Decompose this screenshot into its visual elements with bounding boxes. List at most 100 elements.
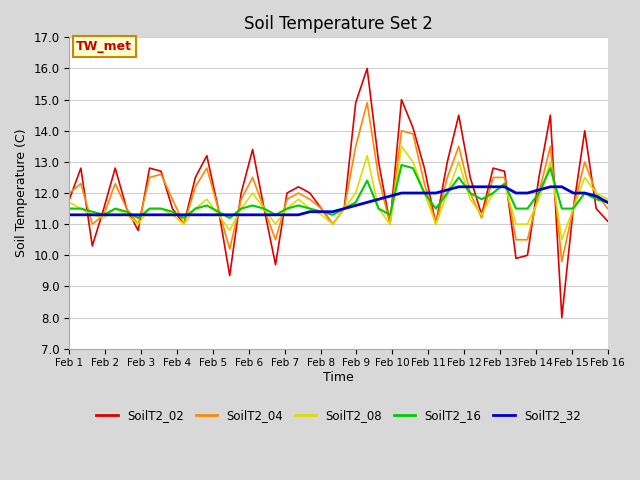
SoilT2_32	[455, 184, 463, 190]
SoilT2_16	[191, 206, 199, 212]
SoilT2_04	[283, 196, 291, 202]
SoilT2_02	[146, 165, 154, 171]
Legend: SoilT2_02, SoilT2_04, SoilT2_08, SoilT2_16, SoilT2_32: SoilT2_02, SoilT2_04, SoilT2_08, SoilT2_…	[92, 405, 586, 427]
SoilT2_16	[100, 212, 108, 218]
SoilT2_08	[272, 221, 280, 227]
SoilT2_08	[100, 215, 108, 221]
Line: SoilT2_02: SoilT2_02	[69, 69, 607, 318]
SoilT2_16	[489, 190, 497, 196]
SoilT2_08	[306, 206, 314, 212]
SoilT2_04	[146, 175, 154, 180]
SoilT2_08	[593, 190, 600, 196]
SoilT2_08	[157, 206, 165, 212]
SoilT2_16	[524, 206, 531, 212]
SoilT2_08	[524, 221, 531, 227]
SoilT2_04	[512, 237, 520, 242]
SoilT2_02	[123, 206, 131, 212]
SoilT2_16	[593, 196, 600, 202]
SoilT2_16	[146, 206, 154, 212]
SoilT2_32	[397, 190, 405, 196]
SoilT2_16	[249, 203, 257, 208]
SoilT2_04	[489, 175, 497, 180]
SoilT2_16	[329, 212, 337, 218]
SoilT2_16	[340, 206, 348, 212]
Title: Soil Temperature Set 2: Soil Temperature Set 2	[244, 15, 433, 33]
SoilT2_04	[77, 181, 84, 187]
SoilT2_32	[203, 212, 211, 218]
Line: SoilT2_04: SoilT2_04	[69, 103, 607, 262]
SoilT2_32	[226, 212, 234, 218]
SoilT2_02	[203, 153, 211, 158]
SoilT2_02	[226, 273, 234, 278]
SoilT2_32	[180, 212, 188, 218]
SoilT2_02	[375, 159, 383, 165]
SoilT2_02	[593, 206, 600, 212]
SoilT2_04	[191, 184, 199, 190]
SoilT2_32	[340, 206, 348, 212]
SoilT2_08	[432, 221, 440, 227]
SoilT2_02	[444, 159, 451, 165]
SoilT2_04	[317, 206, 325, 212]
SoilT2_32	[593, 193, 600, 199]
SoilT2_02	[524, 252, 531, 258]
SoilT2_08	[444, 190, 451, 196]
SoilT2_04	[386, 221, 394, 227]
SoilT2_32	[294, 212, 302, 218]
SoilT2_08	[489, 190, 497, 196]
SoilT2_04	[558, 259, 566, 264]
SoilT2_04	[478, 215, 486, 221]
SoilT2_04	[260, 206, 268, 212]
SoilT2_04	[500, 175, 508, 180]
SoilT2_32	[306, 209, 314, 215]
SoilT2_32	[168, 212, 176, 218]
SoilT2_04	[111, 181, 119, 187]
SoilT2_04	[65, 190, 73, 196]
SoilT2_16	[317, 209, 325, 215]
SoilT2_04	[570, 206, 577, 212]
SoilT2_32	[65, 212, 73, 218]
SoilT2_16	[512, 206, 520, 212]
SoilT2_04	[352, 144, 360, 149]
SoilT2_32	[558, 184, 566, 190]
SoilT2_16	[123, 209, 131, 215]
SoilT2_32	[191, 212, 199, 218]
SoilT2_32	[88, 212, 96, 218]
Line: SoilT2_16: SoilT2_16	[69, 165, 607, 218]
Y-axis label: Soil Temperature (C): Soil Temperature (C)	[15, 129, 28, 257]
SoilT2_32	[77, 212, 84, 218]
SoilT2_04	[364, 100, 371, 106]
SoilT2_04	[226, 246, 234, 252]
SoilT2_16	[214, 209, 222, 215]
SoilT2_08	[77, 206, 84, 212]
SoilT2_16	[375, 206, 383, 212]
SoilT2_04	[249, 175, 257, 180]
SoilT2_02	[467, 175, 474, 180]
Line: SoilT2_08: SoilT2_08	[69, 146, 607, 240]
SoilT2_08	[340, 206, 348, 212]
SoilT2_08	[535, 196, 543, 202]
SoilT2_02	[409, 125, 417, 131]
SoilT2_08	[455, 159, 463, 165]
SoilT2_16	[294, 203, 302, 208]
SoilT2_16	[364, 178, 371, 183]
SoilT2_32	[329, 209, 337, 215]
SoilT2_16	[203, 203, 211, 208]
SoilT2_04	[214, 206, 222, 212]
SoilT2_16	[547, 165, 554, 171]
SoilT2_02	[134, 228, 142, 233]
SoilT2_02	[489, 165, 497, 171]
SoilT2_08	[214, 212, 222, 218]
SoilT2_16	[157, 206, 165, 212]
SoilT2_04	[593, 190, 600, 196]
SoilT2_32	[467, 184, 474, 190]
Line: SoilT2_32: SoilT2_32	[69, 187, 607, 215]
SoilT2_02	[168, 206, 176, 212]
SoilT2_16	[444, 190, 451, 196]
SoilT2_08	[65, 200, 73, 205]
SoilT2_02	[100, 206, 108, 212]
SoilT2_16	[111, 206, 119, 212]
SoilT2_02	[604, 218, 611, 224]
SoilT2_02	[65, 196, 73, 202]
SoilT2_02	[558, 315, 566, 321]
SoilT2_32	[500, 184, 508, 190]
